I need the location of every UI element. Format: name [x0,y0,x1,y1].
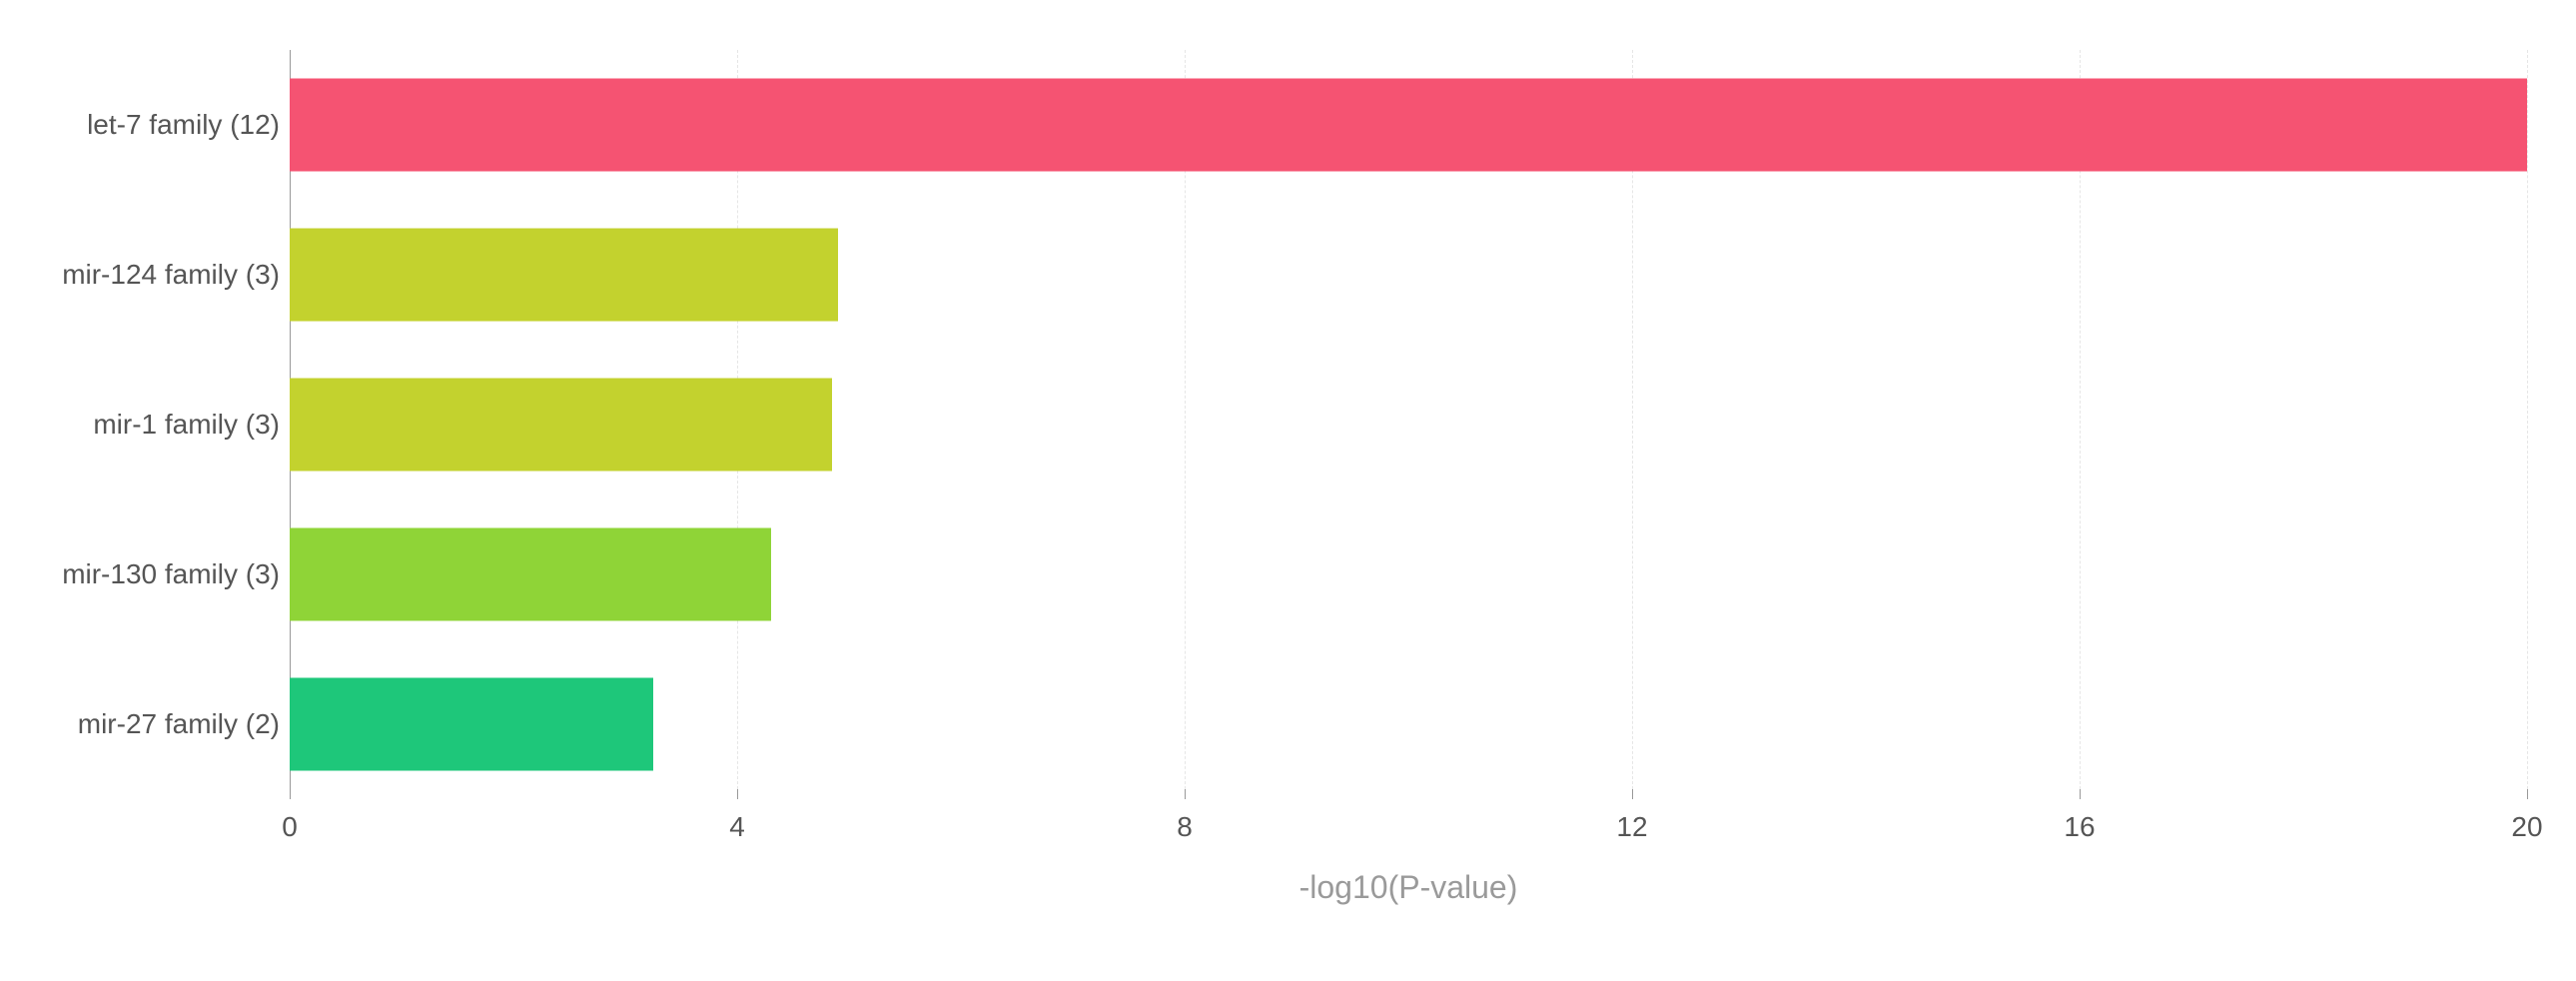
plot-area [290,50,2527,799]
x-axis-title: -log10(P-value) [1299,869,1518,906]
y-axis-label: mir-124 family (3) [62,259,280,291]
x-tick-mark [1185,789,1186,799]
y-axis-label: mir-130 family (3) [62,558,280,590]
x-tick-label: 8 [1177,811,1193,843]
bar [290,528,771,621]
bar [290,79,2527,172]
x-tick-label: 16 [2064,811,2095,843]
y-axis-label: let-7 family (12) [87,109,280,141]
x-tick-label: 4 [729,811,745,843]
bar-row [290,528,2527,621]
bar-row [290,79,2527,172]
bar-row [290,678,2527,771]
bar [290,678,653,771]
y-axis-label: mir-27 family (2) [78,708,280,740]
x-tick-mark [737,789,738,799]
x-tick-label: 20 [2511,811,2542,843]
chart-container: let-7 family (12) mir-124 family (3) mir-1… [20,20,2556,961]
bar [290,229,838,322]
gridline [2527,50,2528,799]
x-tick-label: 12 [1616,811,1647,843]
x-tick-mark [2527,789,2528,799]
bar-row [290,229,2527,322]
bar [290,379,832,472]
x-tick-mark [290,789,291,799]
bar-row [290,379,2527,472]
y-axis-labels: let-7 family (12) mir-124 family (3) mir-1… [20,50,280,799]
y-axis-label: mir-1 family (3) [93,409,280,441]
x-tick-mark [1632,789,1633,799]
x-tick-label: 0 [282,811,298,843]
x-tick-mark [2080,789,2081,799]
